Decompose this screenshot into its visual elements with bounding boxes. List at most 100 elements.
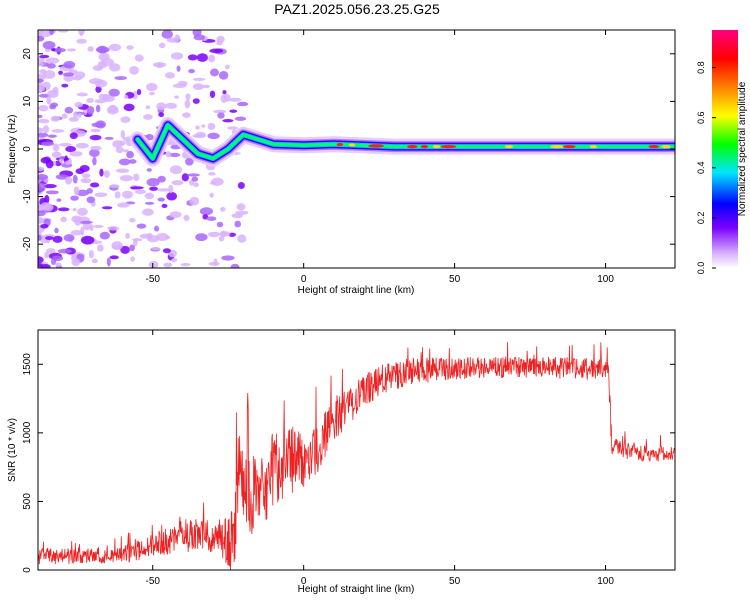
noise-blob <box>61 83 69 88</box>
noise-blob <box>130 186 144 190</box>
noise-blob <box>108 104 118 113</box>
noise-blob <box>79 165 90 173</box>
noise-blob <box>38 205 45 212</box>
noise-blob <box>124 94 129 99</box>
noise-blob <box>80 177 92 184</box>
noise-blob <box>234 220 242 228</box>
y-tick-label: 0 <box>22 146 33 152</box>
noise-blob <box>46 63 56 69</box>
noise-blob <box>92 224 104 228</box>
noise-blob <box>86 106 95 115</box>
noise-blob <box>151 247 161 251</box>
noise-blob <box>52 143 60 152</box>
noise-blob <box>82 222 92 231</box>
noise-blob <box>184 157 194 166</box>
noise-blob <box>86 98 94 103</box>
noise-blob <box>165 72 176 79</box>
noise-blob <box>146 168 152 172</box>
noise-blob <box>172 83 187 89</box>
noise-blob <box>114 76 127 81</box>
noise-blob <box>180 262 191 267</box>
noise-blob <box>209 68 219 77</box>
noise-blob <box>209 192 214 198</box>
noise-blob <box>201 124 206 128</box>
snr-y-label: SNR (10 * v/v) <box>7 418 18 482</box>
noise-blob <box>220 94 228 103</box>
noise-blob <box>207 132 220 140</box>
noise-blob <box>222 90 227 95</box>
noise-blob <box>64 106 74 114</box>
noise-blob <box>195 131 206 138</box>
noise-blob <box>58 70 63 75</box>
noise-blob <box>144 192 155 200</box>
noise-blob <box>72 174 78 184</box>
ridge-peak <box>661 145 671 149</box>
noise-blob <box>52 47 66 53</box>
noise-blob <box>38 219 45 224</box>
noise-blob <box>123 103 135 112</box>
x-tick-label: -50 <box>145 274 160 285</box>
noise-blob <box>158 42 166 49</box>
noise-blob <box>120 129 126 139</box>
y-tick-label: 0 <box>22 567 33 573</box>
noise-blob <box>206 216 217 221</box>
noise-blob <box>121 190 134 199</box>
noise-blob <box>143 114 153 120</box>
noise-blob <box>158 112 165 118</box>
noise-blob <box>157 175 166 183</box>
ridge-peak <box>589 145 598 149</box>
noise-blob <box>185 93 191 101</box>
ridge-peak <box>550 145 565 149</box>
noise-blob <box>237 234 247 243</box>
noise-blob <box>188 68 195 74</box>
noise-blob <box>218 235 225 242</box>
noise-blob <box>89 148 100 158</box>
noise-blob <box>89 78 103 85</box>
noise-blob <box>156 102 167 111</box>
noise-blob <box>45 159 54 169</box>
y-tick-label: 500 <box>22 493 33 510</box>
noise-blob <box>38 256 44 264</box>
noise-blob <box>115 168 130 173</box>
noise-blob <box>77 113 82 118</box>
noise-blob <box>73 186 80 196</box>
x-tick-label: 0 <box>301 576 307 587</box>
noise-blob <box>209 48 224 54</box>
snr-line <box>38 342 675 570</box>
noise-blob <box>237 182 245 190</box>
noise-blob <box>61 113 68 119</box>
noise-blob <box>70 195 79 201</box>
noise-blob <box>189 196 200 206</box>
noise-blob <box>107 226 120 231</box>
noise-blob <box>193 182 199 188</box>
noise-blob <box>58 30 69 33</box>
noise-blob <box>120 245 130 254</box>
noise-blob <box>38 87 43 94</box>
noise-blob <box>236 203 246 211</box>
noise-blob <box>183 214 190 222</box>
noise-blob <box>103 170 111 178</box>
y-tick-label: -20 <box>22 237 33 252</box>
noise-blob <box>230 263 240 268</box>
ridge-peak <box>432 145 441 149</box>
noise-blob <box>90 182 100 188</box>
noise-blob <box>144 201 155 205</box>
noise-blob <box>38 174 49 181</box>
noise-blob <box>89 134 102 141</box>
noise-blob <box>174 95 179 99</box>
noise-blob <box>69 132 78 140</box>
noise-blob <box>228 97 242 102</box>
noise-blob <box>125 232 130 239</box>
noise-blob <box>109 63 121 72</box>
noise-blob <box>220 206 226 212</box>
noise-blob <box>58 142 72 147</box>
noise-blob <box>56 198 62 202</box>
spectrogram-panel: -50 0 50 100 -20 -10 0 10 20 Height of straight … <box>7 29 676 296</box>
noise-blob <box>192 30 202 37</box>
colorbar-tick-label: 0.6 <box>696 111 706 124</box>
noise-blob <box>187 173 200 177</box>
noise-blob <box>63 60 76 69</box>
noise-blob <box>39 54 50 59</box>
